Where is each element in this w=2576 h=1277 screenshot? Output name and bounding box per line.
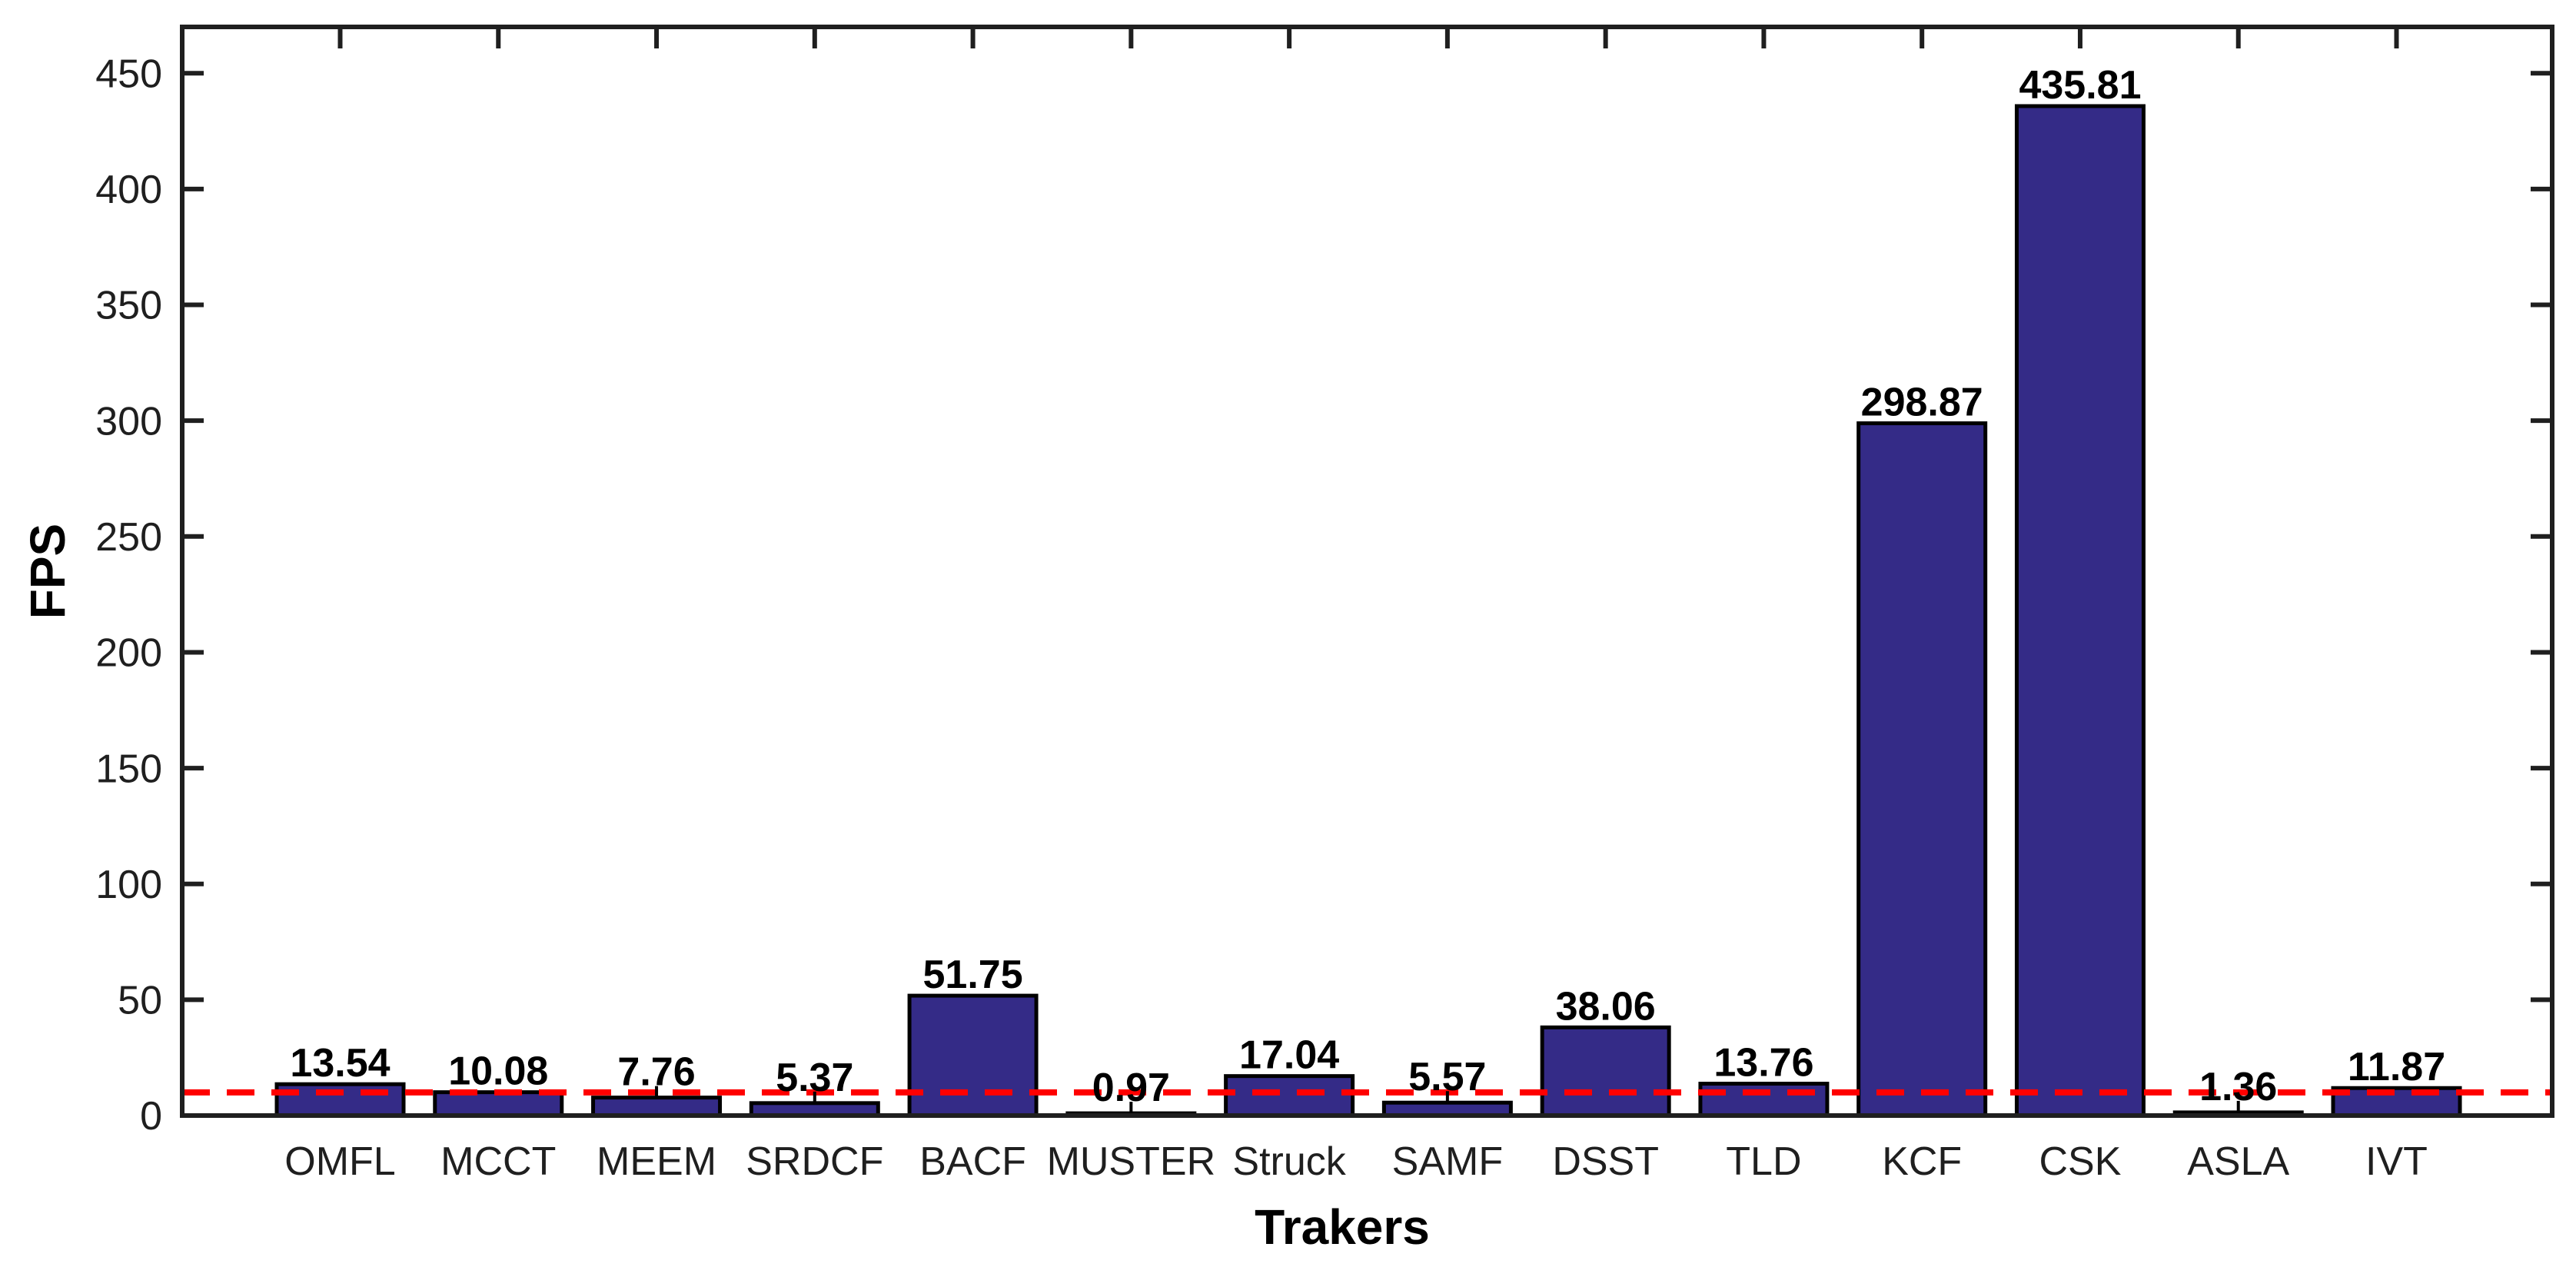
x-category-label: MEEM: [597, 1139, 716, 1184]
bar: [1856, 421, 1988, 1118]
y-tick-label: 150: [95, 747, 162, 791]
bar-value-label: 13.76: [1713, 1041, 1813, 1086]
bar-value-label: 10.08: [448, 1049, 548, 1094]
x-category-label: BACF: [919, 1139, 1026, 1184]
x-category-label: TLD: [1726, 1139, 1801, 1184]
bar: [907, 993, 1039, 1118]
y-tick-label: 300: [95, 399, 162, 444]
bar-value-label: 1.36: [2199, 1065, 2277, 1109]
y-tick-label: 200: [95, 631, 162, 676]
bar: [274, 1082, 406, 1118]
bar: [1540, 1025, 1671, 1118]
plot-area-border: [180, 25, 2554, 1118]
bar-value-label: 11.87: [2348, 1045, 2445, 1089]
x-category-label: ASLA: [2187, 1139, 2289, 1184]
bar-value-label: 38.06: [1556, 984, 1656, 1029]
bar: [591, 1096, 723, 1118]
bar-value-labels: 13.54 10.08 7.76 5.37 51.75 0.97 17.04 5.57 38.0…: [290, 63, 2445, 1110]
x-category-label: Struck: [1232, 1139, 1346, 1184]
bar: [433, 1090, 564, 1118]
bar-value-label: 435.81: [2019, 63, 2141, 108]
x-axis-label: Trakers: [1255, 1199, 1430, 1255]
bar: [2014, 104, 2146, 1118]
y-tick-labels: 0 50 100 150 200 250 300 350 400 450: [95, 52, 162, 1139]
bar-value-label: 298.87: [1861, 381, 1983, 425]
y-tick-label: 350: [95, 284, 162, 328]
tick-marks: [182, 27, 2552, 1118]
y-axis-label: FPS: [20, 524, 75, 619]
x-category-label: SAMF: [1392, 1139, 1503, 1184]
bar-value-label: 17.04: [1239, 1033, 1339, 1078]
bar-value-label: 51.75: [923, 953, 1023, 997]
x-category-label: KCF: [1882, 1139, 1962, 1184]
bar-value-label: 5.57: [1408, 1055, 1486, 1099]
x-category-label: MUSTER: [1047, 1139, 1216, 1184]
bar-value-label: 5.37: [776, 1056, 853, 1100]
x-category-label: OMFL: [284, 1139, 395, 1184]
x-category-label: IVT: [2365, 1139, 2428, 1184]
bar-value-label: 13.54: [290, 1041, 390, 1086]
bar: [1224, 1074, 1355, 1118]
x-category-labels: OMFL MCCT MEEM SRDCF BACF MUSTER Struck SAMF DSS…: [284, 1139, 2428, 1184]
bar-value-label: 7.76: [617, 1050, 695, 1095]
y-tick-label: 400: [95, 168, 162, 212]
x-category-label: MCCT: [440, 1139, 556, 1184]
y-tick-label: 50: [118, 979, 162, 1023]
bars: [274, 104, 2462, 1118]
y-tick-label: 450: [95, 52, 162, 96]
bar: [2331, 1086, 2462, 1118]
x-category-label: DSST: [1552, 1139, 1659, 1184]
value-label-leader-lines: [655, 1086, 2240, 1114]
bar-value-label: 0.97: [1092, 1066, 1170, 1110]
y-tick-label: 250: [95, 515, 162, 560]
x-category-label: SRDCF: [746, 1139, 883, 1184]
y-tick-label: 0: [140, 1094, 162, 1139]
x-category-label: CSK: [2039, 1139, 2122, 1184]
bar: [1698, 1082, 1830, 1118]
y-tick-label: 100: [95, 863, 162, 907]
